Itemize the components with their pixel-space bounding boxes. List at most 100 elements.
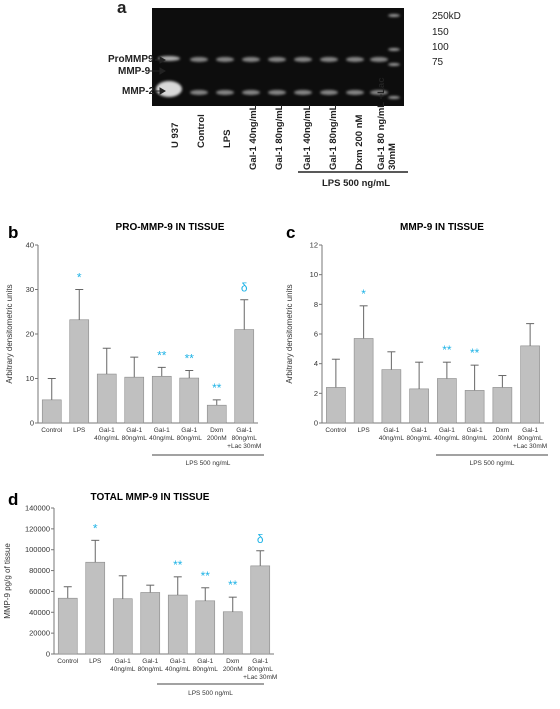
x-tick-label: 80ng/mL xyxy=(193,666,219,673)
label-prommp9: ProMMP9 xyxy=(108,54,154,65)
panel-letter-d: d xyxy=(8,490,18,509)
x-tick-label: Gal-1 xyxy=(181,427,197,434)
x-tick-label: Gal-1 xyxy=(115,658,131,665)
x-tick-label: 80ng/mL xyxy=(517,435,543,442)
x-tick-label: 80ng/mL xyxy=(122,435,148,442)
bar xyxy=(140,592,161,655)
x-tick-label: Gal-1 xyxy=(467,427,483,434)
significance-marker: ** xyxy=(470,346,480,360)
ladder-label-250: 250kD xyxy=(432,11,461,22)
group-label: LPS 500 ng/mL xyxy=(188,690,233,697)
x-tick-label: 40ng/mL xyxy=(149,435,175,442)
group-label: LPS 500 ng/mL xyxy=(470,460,515,467)
x-tick-label: 40ng/mL xyxy=(434,435,460,442)
x-tick-label: Control xyxy=(41,427,63,434)
y-axis-label: Arbitrary densitometric units xyxy=(285,284,294,383)
x-tick-label: +Lac 30mM xyxy=(243,674,277,681)
x-tick-label: Gal-1 xyxy=(126,427,142,434)
group-label-a: LPS 500 ng/mL xyxy=(322,178,391,189)
y-axis-label: Arbitrary densitometric units xyxy=(5,284,14,383)
y-axis-label: MMP-9 pg/g of tissue xyxy=(3,543,12,619)
significance-marker: ** xyxy=(185,351,195,365)
ladder-label-75: 75 xyxy=(432,57,444,68)
x-tick-label: 80ng/mL xyxy=(138,666,164,673)
y-tick-label: 12 xyxy=(310,241,318,250)
label-mmp2: MMP-2 xyxy=(122,86,155,97)
x-tick-label: Gal-1 xyxy=(522,427,538,434)
y-tick-label: 140000 xyxy=(25,504,50,513)
x-tick-label: Gal-1 xyxy=(99,427,115,434)
chart-title: TOTAL MMP-9 IN TISSUE xyxy=(91,492,210,503)
x-tick-label: Gal-1 xyxy=(197,658,213,665)
bar xyxy=(195,600,216,655)
significance-marker: ** xyxy=(201,569,211,583)
y-tick-label: 40000 xyxy=(29,608,50,617)
y-tick-label: 20000 xyxy=(29,629,50,638)
y-tick-label: 0 xyxy=(46,650,50,659)
label-mmp9: MMP-9 xyxy=(118,66,151,77)
y-tick-label: 20 xyxy=(26,330,34,339)
gel-image xyxy=(152,8,404,106)
significance-marker: * xyxy=(77,271,82,285)
x-tick-label: 80ng/mL xyxy=(232,435,258,442)
x-tick-label: 40ng/mL xyxy=(110,666,136,673)
x-tick-label: 200nM xyxy=(207,435,227,442)
x-tick-label: Gal-1 xyxy=(252,658,268,665)
x-tick-label: Gal-1 xyxy=(170,658,186,665)
chart-title: PRO-MMP-9 IN TISSUE xyxy=(116,222,225,233)
y-tick-label: 80000 xyxy=(29,566,50,575)
x-tick-label: 40ng/mL xyxy=(165,666,191,673)
bar xyxy=(112,598,133,655)
x-tick-label: Control xyxy=(325,427,347,434)
x-tick-label: LPS xyxy=(357,427,370,434)
x-tick-label: Gal-1 xyxy=(154,427,170,434)
significance-marker: ** xyxy=(212,381,222,395)
significance-marker: ** xyxy=(157,348,167,362)
x-tick-label: Gal-1 xyxy=(439,427,455,434)
y-tick-label: 30 xyxy=(26,285,34,294)
ladder-label-100: 100 xyxy=(432,42,449,53)
x-tick-label: 200nM xyxy=(223,666,243,673)
bar xyxy=(85,561,106,655)
x-tick-label: 80ng/mL xyxy=(177,435,203,442)
y-tick-label: 10 xyxy=(26,374,34,383)
significance-marker: δ xyxy=(241,281,248,295)
x-tick-label: +Lac 30mM xyxy=(513,443,547,450)
panel-letter-b: b xyxy=(8,223,18,242)
x-tick-label: Gal-1 xyxy=(236,427,252,434)
y-tick-label: 4 xyxy=(314,359,318,368)
x-tick-label: 80ng/mL xyxy=(248,666,274,673)
bar xyxy=(222,611,243,655)
x-tick-label: 80ng/mL xyxy=(462,435,488,442)
y-tick-label: 0 xyxy=(314,419,318,428)
x-tick-label: Control xyxy=(57,658,79,665)
bar xyxy=(167,594,188,655)
ladder-label-150: 150 xyxy=(432,27,449,38)
y-tick-label: 8 xyxy=(314,300,318,309)
significance-marker: * xyxy=(93,521,98,535)
significance-marker: * xyxy=(361,287,366,301)
y-tick-label: 40 xyxy=(26,241,34,250)
y-tick-label: 120000 xyxy=(25,524,50,533)
y-tick-label: 0 xyxy=(30,419,34,428)
x-tick-label: 40ng/mL xyxy=(94,435,120,442)
x-tick-label: Gal-1 xyxy=(411,427,427,434)
panel-letter-a: a xyxy=(117,0,127,17)
x-tick-label: Gal-1 xyxy=(142,658,158,665)
y-tick-label: 100000 xyxy=(25,545,50,554)
y-tick-label: 10 xyxy=(310,270,318,279)
y-tick-label: 6 xyxy=(314,330,318,339)
group-label: LPS 500 ng/mL xyxy=(186,460,231,467)
bar xyxy=(250,565,271,655)
x-tick-label: 80ng/mL xyxy=(406,435,432,442)
significance-marker: ** xyxy=(442,343,452,357)
x-tick-label: 40ng/mL xyxy=(379,435,405,442)
x-tick-label: LPS xyxy=(89,658,102,665)
x-tick-label: 200nM xyxy=(492,435,512,442)
significance-marker: ** xyxy=(173,558,183,572)
x-tick-label: Dxm xyxy=(496,427,509,434)
x-tick-label: +Lac 30mM xyxy=(227,443,261,450)
